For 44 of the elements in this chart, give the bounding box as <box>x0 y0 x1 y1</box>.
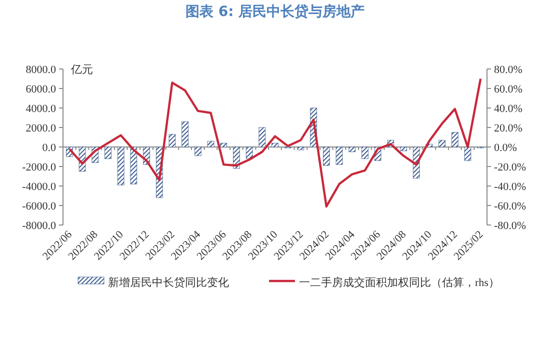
y-tick-label: 6000.0 <box>26 84 56 96</box>
y-tick-label: 0.0 <box>42 142 56 154</box>
bar <box>207 140 214 148</box>
legend-label: 新增居民中长贷同比变化 <box>108 276 229 289</box>
bar <box>220 142 228 148</box>
bar <box>348 146 356 152</box>
bar <box>246 146 253 159</box>
y-tick-label: -6000.0 <box>22 200 56 212</box>
y2-tick-label: -80.0% <box>494 220 526 232</box>
y2-tick-label: 20.0% <box>494 122 522 134</box>
y-tick-label: 4000.0 <box>26 103 56 115</box>
bar <box>117 146 124 186</box>
bar <box>182 121 188 148</box>
bar <box>297 146 304 150</box>
bar <box>451 132 458 148</box>
y2-tick-label: 0.0% <box>494 142 517 154</box>
bar <box>233 146 240 169</box>
bar <box>322 146 330 166</box>
y2-tick-label: -40.0% <box>494 181 526 193</box>
bar <box>400 146 407 152</box>
bar <box>130 146 138 184</box>
bar <box>104 146 112 159</box>
y-axis-title: 亿元 <box>70 64 93 76</box>
y-tick-label: 2000.0 <box>26 122 56 134</box>
y-tick-label: 8000.0 <box>26 64 56 76</box>
y-tick-label: -8000.0 <box>22 220 56 232</box>
y2-tick-label: 60.0% <box>494 84 522 96</box>
chart-title: 图表 6: 居民中长贷与房地产 <box>185 3 365 20</box>
bar <box>362 146 368 159</box>
bar <box>168 134 176 148</box>
y2-tick-label: 80.0% <box>494 64 522 76</box>
y2-tick-label: -20.0% <box>494 162 526 174</box>
y-tick-label: -4000.0 <box>22 181 56 193</box>
bar <box>258 127 266 148</box>
y2-tick-label: 40.0% <box>494 103 522 115</box>
y2-tick-label: -60.0% <box>494 200 526 212</box>
legend-label: 一二手房成交面积加权同比（估算，rhs） <box>299 276 500 289</box>
bar <box>194 146 202 156</box>
bar <box>438 140 446 148</box>
bar <box>272 142 278 148</box>
bar <box>336 146 343 165</box>
line-series <box>68 78 482 208</box>
y-tick-label: -2000.0 <box>22 162 56 174</box>
bar <box>464 146 472 161</box>
